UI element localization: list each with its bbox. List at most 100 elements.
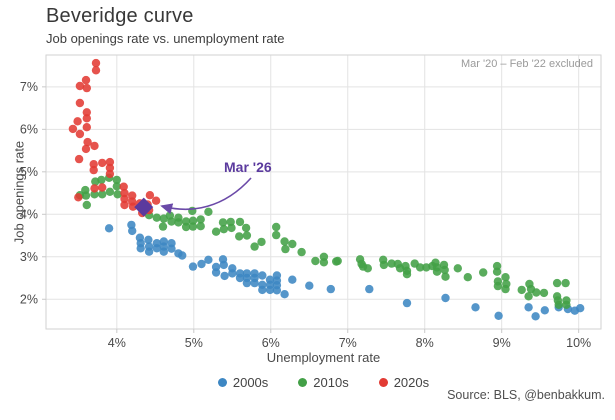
- data-point: [532, 288, 541, 297]
- legend-label-2020s: 2020s: [393, 375, 430, 390]
- legend-item-2020s: 2020s: [378, 375, 430, 390]
- data-point: [531, 312, 540, 321]
- annotation-arrow: [160, 177, 252, 215]
- legend-item-2000s: 2000s: [217, 375, 268, 390]
- data-point: [363, 264, 372, 273]
- chart-subtitle: Job openings rate vs. unemployment rate: [46, 31, 285, 46]
- gridlines: [45, 54, 602, 330]
- data-point: [151, 196, 161, 205]
- data-point: [188, 216, 198, 225]
- data-point: [432, 267, 442, 276]
- axis-ticks: 4% 5% 6% 7% 8% 9% 10% 2% 3% 4% 5% 6% 7%: [20, 80, 591, 350]
- data-point: [552, 278, 562, 288]
- data-point: [90, 184, 99, 193]
- legend-item-2010s: 2010s: [298, 375, 349, 390]
- data-point: [204, 255, 213, 264]
- data-point: [112, 182, 122, 191]
- legend-dot-2000s: [217, 378, 227, 387]
- data-point: [98, 183, 107, 192]
- data-point: [74, 193, 83, 202]
- data-point: [145, 191, 155, 200]
- data-point: [89, 160, 98, 169]
- data-point: [272, 286, 282, 295]
- data-point: [242, 278, 252, 288]
- data-point: [120, 188, 129, 198]
- data-point: [219, 260, 228, 270]
- data-point: [68, 124, 78, 134]
- legend-label-2010s: 2010s: [313, 375, 349, 390]
- data-point: [188, 222, 198, 231]
- highlight-diamond-mar26: [134, 197, 154, 217]
- data-point: [196, 222, 205, 231]
- data-point: [280, 290, 289, 299]
- y-tick-label: 7%: [20, 80, 38, 94]
- data-point: [97, 175, 106, 185]
- data-point: [235, 217, 245, 227]
- data-point: [288, 275, 297, 284]
- series-2020s: [68, 58, 161, 218]
- data-point: [441, 293, 450, 303]
- data-point: [82, 123, 92, 132]
- data-point: [196, 215, 205, 224]
- data-point: [73, 117, 82, 126]
- data-point: [98, 158, 107, 168]
- x-tick-label: 4%: [108, 336, 126, 350]
- data-point: [288, 239, 297, 249]
- data-point: [112, 175, 122, 185]
- data-point: [319, 258, 329, 267]
- data-point: [554, 300, 563, 309]
- data-point: [241, 223, 251, 233]
- exclusion-note: Mar '20 – Feb '22 excluded: [461, 58, 593, 70]
- data-point: [105, 157, 115, 167]
- data-point: [379, 260, 389, 270]
- data-point: [561, 278, 570, 288]
- data-point: [75, 98, 85, 108]
- data-point: [297, 247, 306, 257]
- data-point: [492, 267, 502, 276]
- data-point: [167, 244, 176, 253]
- data-point: [235, 232, 244, 241]
- data-point: [540, 306, 549, 315]
- data-point: [104, 224, 114, 233]
- data-point: [272, 222, 281, 232]
- data-point: [91, 58, 101, 68]
- y-axis-title: Job openings rate: [11, 140, 27, 245]
- data-point: [82, 108, 92, 117]
- data-point: [220, 271, 229, 281]
- data-point: [89, 165, 98, 175]
- data-point: [250, 242, 259, 251]
- data-point: [81, 144, 91, 154]
- data-point: [144, 247, 154, 256]
- data-point: [227, 223, 236, 233]
- data-point: [174, 218, 183, 227]
- legend: 2000s 2010s 2020s: [46, 375, 601, 390]
- data-point: [128, 226, 137, 236]
- data-point: [188, 262, 198, 271]
- data-point: [90, 141, 99, 151]
- data-point: [281, 244, 290, 254]
- data-point: [562, 300, 571, 309]
- data-point: [158, 222, 168, 231]
- data-point: [333, 256, 342, 266]
- data-point: [524, 303, 533, 312]
- data-point: [257, 237, 266, 247]
- data-point: [91, 66, 101, 75]
- data-point: [81, 75, 91, 85]
- series-2000s: [104, 220, 585, 321]
- data-point: [265, 285, 275, 295]
- data-point: [90, 190, 99, 199]
- data-point: [440, 265, 449, 275]
- data-point: [113, 190, 122, 199]
- data-point: [105, 187, 115, 196]
- data-point: [218, 218, 228, 227]
- series-2010s: [75, 173, 571, 309]
- data-point: [402, 298, 412, 308]
- data-point: [83, 137, 92, 147]
- data-point: [98, 190, 107, 199]
- data-point: [272, 230, 281, 240]
- data-point: [311, 256, 320, 266]
- data-point: [463, 273, 472, 282]
- data-point: [402, 270, 412, 279]
- y-tick-label: 3%: [20, 250, 38, 264]
- data-point: [152, 213, 161, 222]
